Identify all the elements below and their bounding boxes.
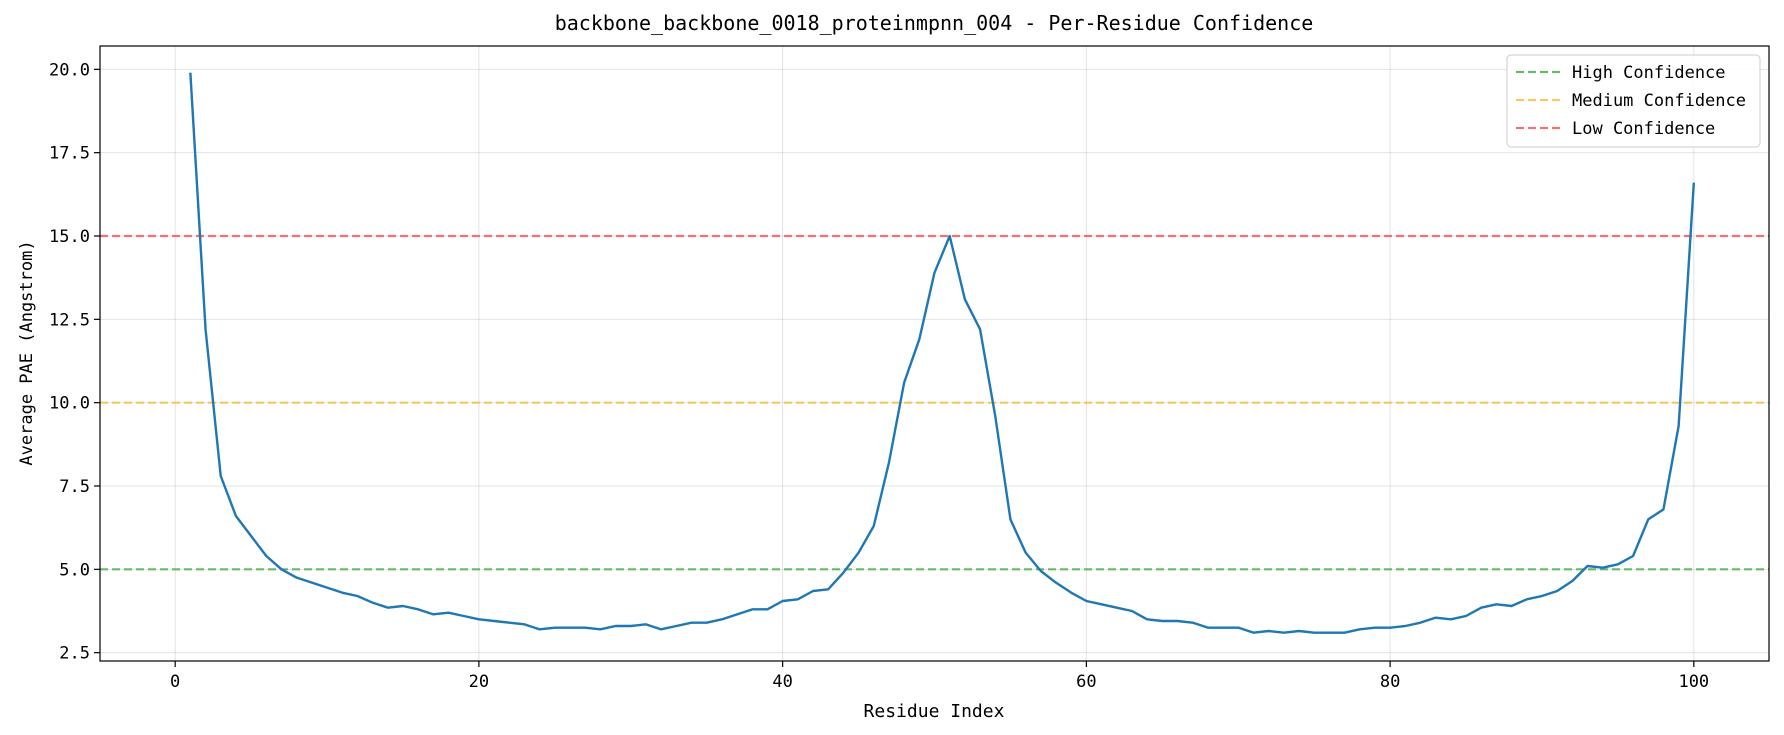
series-line [189,72,1696,634]
chart-title: backbone_backbone_0018_proteinmpnn_004 -… [555,11,1314,35]
x-tick-label: 60 [1076,672,1096,692]
y-tick-label: 15.0 [49,227,90,247]
y-tick-label: 5.0 [59,560,90,580]
plot-frame [99,45,1770,662]
series-layer [189,72,1696,634]
legend-label: Medium Confidence [1572,91,1746,111]
x-tick-label: 100 [1678,672,1709,692]
x-tick-label: 0 [170,672,180,692]
y-axis-label: Average PAE (Angstrom) [17,240,37,465]
legend-box [1506,54,1761,148]
x-axis-ticks: 0 20 40 60 80 100 [170,661,1709,692]
legend-label: High Confidence [1572,63,1726,83]
y-tick-label: 7.5 [59,477,90,497]
x-tick-label: 20 [469,672,489,692]
reference-lines [100,234,1769,571]
y-tick-label: 17.5 [49,144,90,164]
y-tick-label: 12.5 [49,310,90,330]
legend-label: Low Confidence [1572,119,1715,139]
y-tick-label: 20.0 [49,60,90,80]
x-tick-label: 80 [1380,672,1400,692]
x-axis-label: Residue Index [864,701,1005,722]
y-axis-ticks: 2.5 5.0 7.5 10.0 12.5 15.0 17.5 20.0 [49,60,100,664]
y-tick-label: 2.5 [59,644,90,664]
legend: High Confidence Medium Confidence Low Conf… [1506,54,1761,148]
x-tick-label: 40 [772,672,792,692]
y-tick-label: 10.0 [49,394,90,414]
